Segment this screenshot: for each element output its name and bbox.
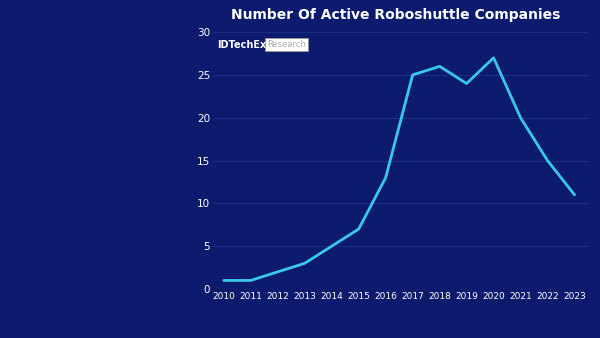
Text: IDTechEx: IDTechEx: [217, 40, 266, 50]
Text: See the full study in IDTechEx's report "Roboshuttles and Autonomous Buses 2024-: See the full study in IDTechEx's report …: [33, 321, 567, 327]
Text: Number Of Active Roboshuttle Companies: Number Of Active Roboshuttle Companies: [232, 8, 560, 22]
Text: Research: Research: [268, 40, 306, 49]
